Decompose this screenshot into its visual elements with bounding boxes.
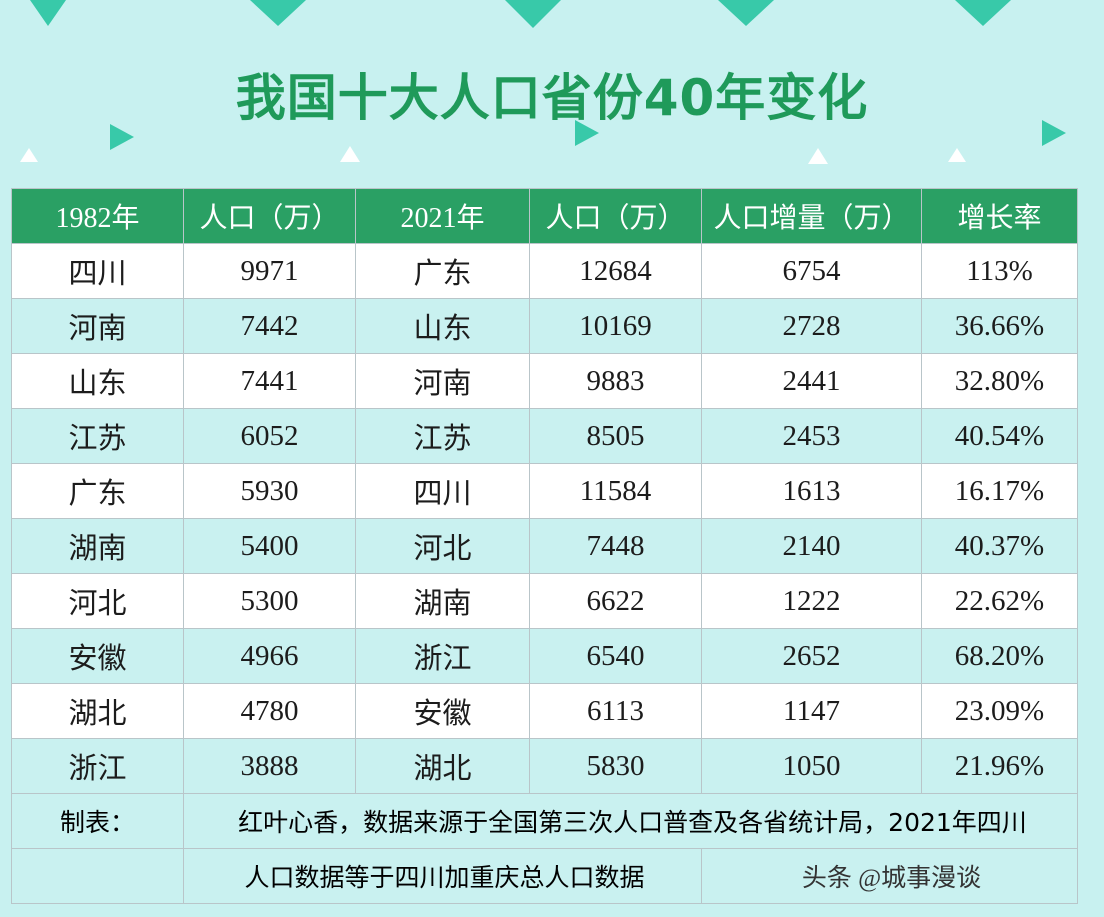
population-1982: 9971 bbox=[183, 243, 356, 299]
column-header: 1982年 bbox=[11, 188, 184, 244]
decor-triangle bbox=[110, 124, 134, 150]
province-2021: 四川 bbox=[355, 463, 530, 519]
decor-triangle bbox=[1042, 120, 1066, 146]
header-row: 1982年 人口（万） 2021年 人口（万） 人口增量（万） 增长率 bbox=[11, 188, 1078, 244]
table-row: 安徽 4966 浙江 6540 2652 68.20% bbox=[11, 628, 1078, 684]
population-1982: 5300 bbox=[183, 573, 356, 629]
population-2021: 12684 bbox=[529, 243, 702, 299]
population-2021: 6113 bbox=[529, 683, 702, 739]
population-increase: 1613 bbox=[701, 463, 922, 519]
decor-triangle bbox=[575, 120, 599, 146]
population-2021: 10169 bbox=[529, 298, 702, 354]
footer-empty-cell bbox=[11, 848, 184, 904]
population-2021: 6622 bbox=[529, 573, 702, 629]
growth-rate: 40.37% bbox=[921, 518, 1078, 574]
growth-rate: 36.66% bbox=[921, 298, 1078, 354]
population-2021: 7448 bbox=[529, 518, 702, 574]
table-row: 河北 5300 湖南 6622 1222 22.62% bbox=[11, 573, 1078, 629]
population-2021: 9883 bbox=[529, 353, 702, 409]
population-1982: 4966 bbox=[183, 628, 356, 684]
table-row: 湖北 4780 安徽 6113 1147 23.09% bbox=[11, 683, 1078, 739]
growth-rate: 16.17% bbox=[921, 463, 1078, 519]
growth-rate: 22.62% bbox=[921, 573, 1078, 629]
population-increase: 2140 bbox=[701, 518, 922, 574]
province-2021: 河南 bbox=[355, 353, 530, 409]
province-1982: 河北 bbox=[11, 573, 184, 629]
growth-rate: 32.80% bbox=[921, 353, 1078, 409]
footer-row: 制表： 红叶心香，数据来源于全国第三次人口普查及各省统计局，2021年四川 bbox=[11, 793, 1078, 849]
population-2021: 6540 bbox=[529, 628, 702, 684]
province-2021: 湖南 bbox=[355, 573, 530, 629]
province-1982: 安徽 bbox=[11, 628, 184, 684]
growth-rate: 68.20% bbox=[921, 628, 1078, 684]
province-1982: 浙江 bbox=[11, 738, 184, 794]
province-2021: 浙江 bbox=[355, 628, 530, 684]
decor-triangle bbox=[955, 0, 1011, 26]
population-increase: 2453 bbox=[701, 408, 922, 464]
decor-triangle bbox=[718, 0, 774, 26]
province-1982: 山东 bbox=[11, 353, 184, 409]
population-1982: 6052 bbox=[183, 408, 356, 464]
footer-row: 人口数据等于四川加重庆总人口数据 头条 @城事漫谈 bbox=[11, 848, 1078, 904]
province-2021: 广东 bbox=[355, 243, 530, 299]
population-increase: 1147 bbox=[701, 683, 922, 739]
decor-triangle bbox=[340, 146, 360, 162]
population-1982: 5400 bbox=[183, 518, 356, 574]
watermark: 头条 @城事漫谈 bbox=[701, 848, 1078, 904]
population-2021: 5830 bbox=[529, 738, 702, 794]
population-1982: 7442 bbox=[183, 298, 356, 354]
growth-rate: 113% bbox=[921, 243, 1078, 299]
table-row: 四川 9971 广东 12684 6754 113% bbox=[11, 243, 1078, 299]
decor-triangle bbox=[505, 0, 561, 28]
population-increase: 2441 bbox=[701, 353, 922, 409]
footer-label: 制表： bbox=[11, 793, 184, 849]
province-2021: 安徽 bbox=[355, 683, 530, 739]
population-increase: 2652 bbox=[701, 628, 922, 684]
population-increase: 1050 bbox=[701, 738, 922, 794]
table-row: 江苏 6052 江苏 8505 2453 40.54% bbox=[11, 408, 1078, 464]
table-row: 山东 7441 河南 9883 2441 32.80% bbox=[11, 353, 1078, 409]
growth-rate: 21.96% bbox=[921, 738, 1078, 794]
population-increase: 2728 bbox=[701, 298, 922, 354]
table-row: 湖南 5400 河北 7448 2140 40.37% bbox=[11, 518, 1078, 574]
province-2021: 河北 bbox=[355, 518, 530, 574]
province-1982: 河南 bbox=[11, 298, 184, 354]
footer-source-line1: 红叶心香，数据来源于全国第三次人口普查及各省统计局，2021年四川 bbox=[183, 793, 1078, 849]
page-title: 我国十大人口省份40年变化 bbox=[235, 69, 869, 127]
column-header: 人口（万） bbox=[529, 188, 702, 244]
decor-triangle bbox=[20, 148, 38, 162]
decor-triangle bbox=[808, 148, 828, 164]
province-1982: 湖北 bbox=[11, 683, 184, 739]
province-2021: 山东 bbox=[355, 298, 530, 354]
growth-rate: 23.09% bbox=[921, 683, 1078, 739]
table-row: 河南 7442 山东 10169 2728 36.66% bbox=[11, 298, 1078, 354]
decor-triangle bbox=[948, 148, 966, 162]
province-1982: 湖南 bbox=[11, 518, 184, 574]
population-increase: 6754 bbox=[701, 243, 922, 299]
footer-source-line2: 人口数据等于四川加重庆总人口数据 bbox=[183, 848, 702, 904]
population-2021: 11584 bbox=[529, 463, 702, 519]
decor-triangle bbox=[250, 0, 306, 26]
table-row: 广东 5930 四川 11584 1613 16.17% bbox=[11, 463, 1078, 519]
column-header: 增长率 bbox=[921, 188, 1078, 244]
decor-triangle bbox=[30, 0, 66, 26]
population-1982: 4780 bbox=[183, 683, 356, 739]
population-1982: 5930 bbox=[183, 463, 356, 519]
population-2021: 8505 bbox=[529, 408, 702, 464]
column-header: 2021年 bbox=[355, 188, 530, 244]
population-1982: 7441 bbox=[183, 353, 356, 409]
growth-rate: 40.54% bbox=[921, 408, 1078, 464]
table-row: 浙江 3888 湖北 5830 1050 21.96% bbox=[11, 738, 1078, 794]
province-1982: 江苏 bbox=[11, 408, 184, 464]
column-header: 人口增量（万） bbox=[701, 188, 922, 244]
province-1982: 广东 bbox=[11, 463, 184, 519]
population-table: 1982年 人口（万） 2021年 人口（万） 人口增量（万） 增长率 四川 9… bbox=[11, 188, 1078, 904]
province-1982: 四川 bbox=[11, 243, 184, 299]
population-increase: 1222 bbox=[701, 573, 922, 629]
column-header: 人口（万） bbox=[183, 188, 356, 244]
population-1982: 3888 bbox=[183, 738, 356, 794]
province-2021: 江苏 bbox=[355, 408, 530, 464]
province-2021: 湖北 bbox=[355, 738, 530, 794]
